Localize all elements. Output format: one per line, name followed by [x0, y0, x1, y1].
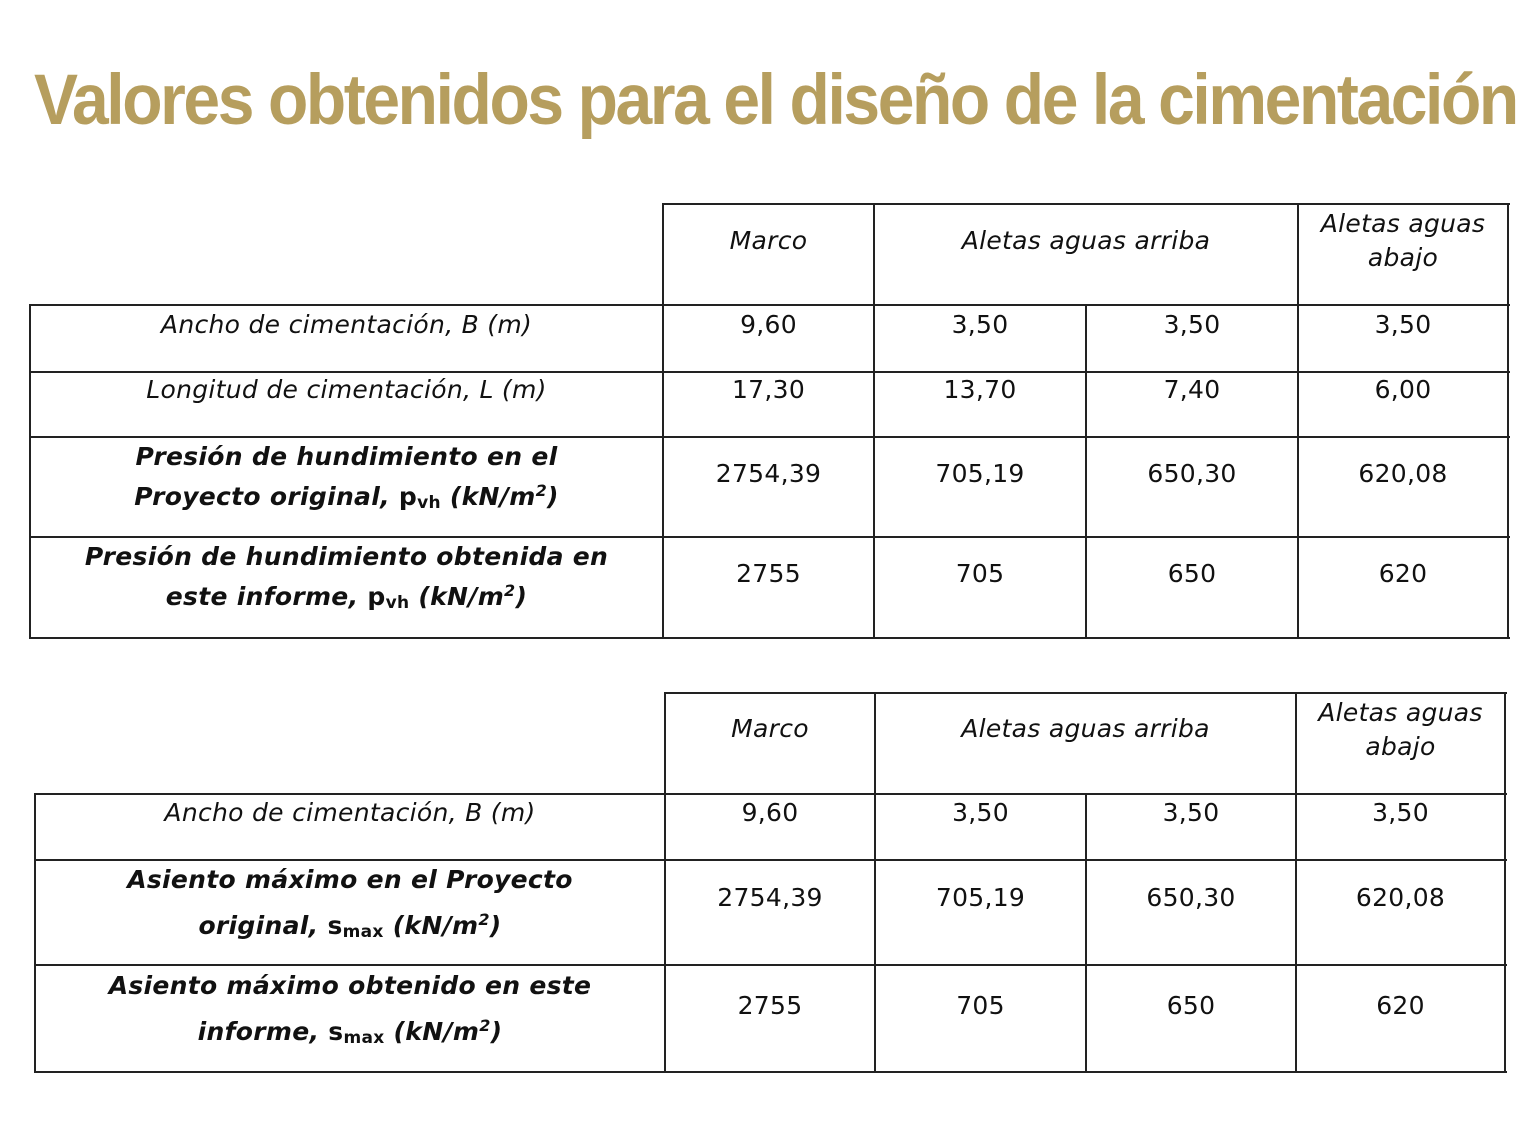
table-border — [29, 371, 1510, 373]
row-label-line2: informe, — [197, 1017, 329, 1046]
row-label-line1: Asiento máximo obtenido en este — [108, 971, 592, 1000]
superscript: 2 — [479, 1016, 491, 1035]
cell-value: 705 — [956, 991, 1005, 1020]
table-border — [664, 692, 1507, 694]
table-border — [1295, 692, 1297, 1073]
unit-close: ) — [547, 482, 559, 511]
symbol: p — [398, 482, 418, 511]
header-aletas-abajo-l2: abajo — [1365, 732, 1436, 761]
row-label-line1: Presión de hundimiento en el — [135, 442, 558, 471]
cell-value: 650 — [1167, 559, 1217, 588]
header-aletas-abajo: Aletas aguas abajo — [1299, 207, 1507, 275]
cell-value: 650 — [1166, 991, 1216, 1020]
cell-value: 705 — [955, 559, 1005, 588]
cell-value: 2755 — [736, 559, 801, 588]
cell-value: 620 — [1376, 991, 1425, 1020]
table-border — [29, 637, 1510, 639]
table-border — [29, 536, 1510, 538]
cell-value: 9,60 — [740, 310, 797, 339]
cell-value: 650,30 — [1146, 883, 1236, 912]
cell-value: 3,50 — [1163, 310, 1221, 339]
table-border — [34, 1071, 1507, 1073]
header-aletas-abajo-l2: abajo — [1367, 243, 1439, 272]
row-label-line1: Asiento máximo en el Proyecto — [127, 865, 573, 894]
header-aletas-arriba: Aletas aguas arriba — [961, 714, 1210, 743]
unit-close: ) — [489, 911, 502, 940]
table-border — [662, 203, 1510, 205]
table-border — [34, 793, 1507, 795]
table-border — [29, 436, 1510, 438]
cell-value: 620,08 — [1355, 883, 1446, 912]
unit-close: ) — [515, 582, 528, 611]
table-border — [34, 964, 1507, 966]
row-label: Longitud de cimentación, L (m) — [146, 375, 547, 404]
row-label: Presión de hundimiento en el Proyecto or… — [31, 440, 662, 520]
unit: (kN/m — [393, 1017, 480, 1046]
row-label: Ancho de cimentación, B (m) — [160, 310, 533, 339]
header-aletas-arriba: Aletas aguas arriba — [961, 226, 1211, 255]
table-border — [664, 692, 666, 1073]
table-border — [1504, 692, 1506, 1073]
cell-value: 7,40 — [1163, 375, 1221, 404]
cell-value: 705,19 — [935, 883, 1026, 912]
header-aletas-abajo-l1: Aletas aguas — [1318, 698, 1483, 727]
symbol: p — [367, 582, 386, 611]
cell-value: 17,30 — [731, 375, 806, 404]
subscript: max — [342, 922, 384, 942]
subscript: vh — [385, 593, 410, 613]
row-label-line2: este informe, — [165, 582, 368, 611]
cell-value: 2754,39 — [717, 883, 823, 912]
row-label: Asiento máximo obtenido en este informe,… — [36, 966, 664, 1058]
cell-value: 620 — [1378, 559, 1428, 588]
table-border — [29, 304, 31, 639]
row-label-line2: Proyecto original, — [134, 482, 399, 511]
cell-value: 705,19 — [935, 459, 1025, 488]
table-border — [662, 203, 664, 639]
row-label-line2: original, — [198, 911, 328, 940]
table-border — [873, 203, 875, 639]
page-title: Valores obtenidos para el diseño de la c… — [34, 59, 1519, 139]
cell-value: 3,50 — [1162, 798, 1220, 827]
header-aletas-abajo-l1: Aletas aguas — [1320, 209, 1486, 238]
unit: (kN/m — [392, 911, 479, 940]
row-label: Asiento máximo en el Proyecto original, … — [36, 860, 664, 952]
symbol: s — [328, 1017, 344, 1046]
unit-close: ) — [490, 1017, 503, 1046]
cell-value: 650,30 — [1147, 459, 1237, 488]
table-border — [874, 692, 876, 1073]
table-border — [34, 793, 36, 1073]
cell-value: 620,08 — [1358, 459, 1448, 488]
row-label: Ancho de cimentación, B (m) — [164, 798, 536, 827]
superscript: 2 — [535, 481, 547, 500]
cell-value: 3,50 — [1374, 310, 1432, 339]
table-border — [1085, 793, 1087, 1073]
unit: (kN/m — [418, 582, 505, 611]
unit: (kN/m — [449, 482, 536, 511]
cell-value: 3,50 — [951, 310, 1009, 339]
header-aletas-abajo: Aletas aguas abajo — [1297, 696, 1504, 764]
cell-value: 2754,39 — [715, 459, 822, 488]
subscript: vh — [417, 493, 441, 513]
table-border — [1085, 304, 1087, 639]
row-label-line1: Presión de hundimiento obtenida en — [84, 542, 609, 571]
table-border — [1507, 203, 1509, 639]
symbol: s — [327, 911, 343, 940]
cell-value: 13,70 — [943, 375, 1017, 404]
cell-value: 9,60 — [741, 798, 799, 827]
row-label: Presión de hundimiento obtenida en este … — [31, 540, 662, 620]
superscript: 2 — [504, 581, 516, 600]
cell-value: 6,00 — [1374, 375, 1432, 404]
subscript: max — [343, 1028, 385, 1048]
table-border — [1297, 203, 1299, 639]
cell-value: 2755 — [737, 991, 803, 1020]
header-marco: Marco — [731, 714, 809, 743]
table-border — [34, 859, 1507, 861]
table-border — [29, 304, 1510, 306]
cell-value: 3,50 — [1372, 798, 1429, 827]
superscript: 2 — [478, 910, 490, 929]
cell-value: 3,50 — [952, 798, 1009, 827]
header-marco: Marco — [729, 226, 808, 255]
